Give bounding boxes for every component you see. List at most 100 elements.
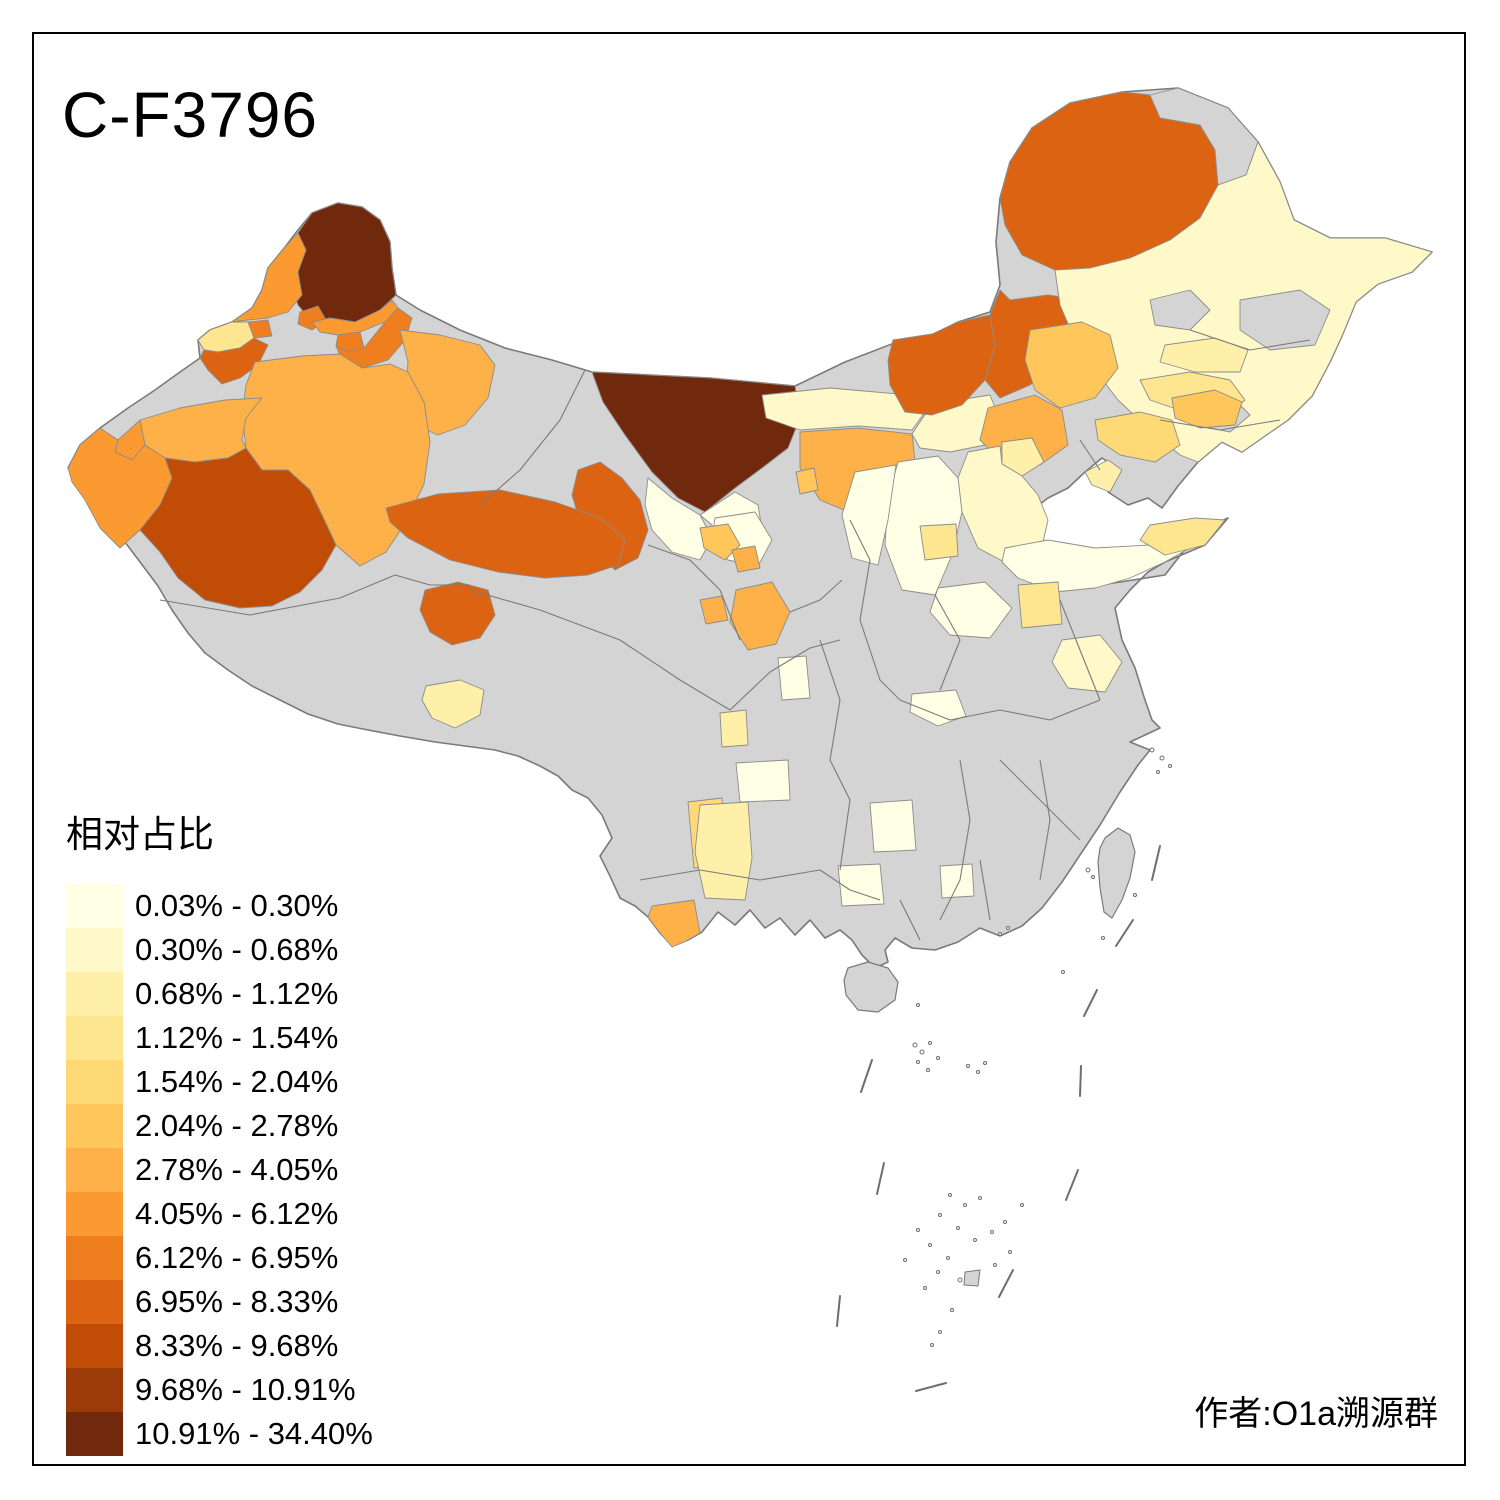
province-border-20 [789,579,843,613]
islet-dot-41 [1006,926,1010,930]
page-title: C-F3796 [62,79,318,151]
sea-boundary-dash-6 [876,1162,885,1195]
legend-swatch-13 [66,1412,123,1456]
province-border-17 [1079,439,1101,471]
legend-row-9: 6.12% - 6.95% [66,1236,373,1280]
legend-label-8: 4.05% - 6.12% [135,1196,339,1231]
islet-dot-15 [973,1238,977,1242]
sea-boundary-dash-10 [915,1382,947,1392]
islet-dot-18 [928,1243,932,1247]
islet-dot-39 [1133,893,1137,897]
region-harbin-east-gray [1239,289,1331,351]
legend-row-10: 6.95% - 8.33% [66,1280,373,1324]
region-guangzhou-pale [939,863,975,899]
province-border-18 [1059,599,1101,701]
province-border-7 [819,639,851,871]
province-border-14 [999,759,1081,841]
sea-boundary-dash-8 [998,1269,1014,1298]
region-xilingol [887,314,996,416]
province-border-13 [979,859,991,921]
islet-dot-12 [978,1196,982,1200]
legend-swatch-11 [66,1324,123,1368]
province-border-16 [1159,419,1281,431]
legend-label-1: 0.03% - 0.30% [135,888,339,923]
province-border-6 [639,869,881,901]
region-gannan [729,581,791,651]
province-border-10 [939,759,971,921]
islet-dot-30 [930,1343,934,1347]
province-border-9 [899,699,1101,721]
province-border-15 [1189,329,1311,351]
region-altay [287,202,397,323]
sea-boundary-dash-7 [1065,1169,1079,1201]
legend-row-12: 9.68% - 10.91% [66,1368,373,1412]
islet-dot-1 [912,1042,918,1048]
legend-row-13: 10.91% - 34.40% [66,1412,373,1456]
region-shaanbei-pale [841,464,897,566]
islet-dot-37 [1101,936,1105,940]
legend-label-4: 1.12% - 1.54% [135,1020,339,1055]
legend-row-1: 0.03% - 0.30% [66,884,373,928]
islet-dot-36 [1091,875,1095,879]
legend-swatch-6 [66,1104,123,1148]
legend-row-6: 2.04% - 2.78% [66,1104,373,1148]
legend-row-4: 1.12% - 1.54% [66,1016,373,1060]
region-haixi [385,489,626,579]
region-wuwei-pale [644,477,713,561]
islet-dot-32 [1159,755,1165,761]
legend-label-7: 2.78% - 4.05% [135,1152,339,1187]
region-shanxi-wheat [919,523,959,561]
legend-swatch-1 [66,884,123,928]
islet-dot-42 [998,932,1002,936]
islet-dot-6 [926,1068,930,1072]
province-border-2 [479,369,586,506]
islet-dot-13 [938,1213,942,1217]
province-border-11 [1039,759,1051,881]
legend-label-2: 0.30% - 0.68% [135,932,339,967]
region-suihua-gray [1149,289,1211,331]
islet-dot-5 [916,1060,920,1064]
islet-dot-22 [1008,1250,1012,1254]
islet-dot-34 [1156,770,1160,774]
legend-label-6: 2.04% - 2.78% [135,1108,339,1143]
islet-dot-29 [938,1330,942,1334]
islet-dot-8 [976,1070,980,1074]
region-nagqu-pale [421,679,485,729]
legend: 相对占比 0.03% - 0.30% 0.30% - 0.68% 0.68% - 1… [66,804,373,1456]
legend-row-7: 2.78% - 4.05% [66,1148,373,1192]
islet-dot-16 [990,1230,994,1234]
legend-label-3: 0.68% - 1.12% [135,976,339,1011]
province-border-3 [647,544,741,641]
legend-swatch-5 [66,1060,123,1104]
islet-dot-7 [966,1064,970,1068]
island-taiwan [1097,827,1136,919]
islet-dot-35 [1085,867,1091,873]
sea-boundary-dash-9 [836,1295,841,1327]
legend-swatch-4 [66,1016,123,1060]
legend-row-5: 1.54% - 2.04% [66,1060,373,1104]
region-dalian-pale [1084,459,1123,493]
legend-label-10: 6.95% - 8.33% [135,1284,339,1319]
legend-label-5: 1.54% - 2.04% [135,1064,339,1099]
islet-dot-33 [1168,764,1172,768]
province-border-1 [159,574,470,616]
legend-row-8: 4.05% - 6.12% [66,1192,373,1236]
islet-dot-21 [923,1286,927,1290]
islet-dot-38 [1061,970,1065,974]
author-credit: 作者:O1a溯源群 [1194,1395,1438,1433]
islet-dot-3 [928,1041,932,1045]
legend-row-11: 8.33% - 9.68% [66,1324,373,1368]
region-alxa [591,371,801,513]
region-liaoning-west [1094,411,1181,463]
islet-dot-25 [1020,1203,1024,1207]
islet-dot-24 [957,1277,963,1283]
islet-dot-28 [950,1308,954,1312]
region-tongliao [1024,321,1119,409]
islet-dot-40 [916,1003,920,1007]
islet-dot-31 [1149,747,1155,753]
islet-dot-9 [983,1061,987,1065]
legend-title: 相对占比 [66,814,214,855]
islet-dot-23 [993,1263,997,1267]
legend-row-2: 0.30% - 0.68% [66,928,373,972]
